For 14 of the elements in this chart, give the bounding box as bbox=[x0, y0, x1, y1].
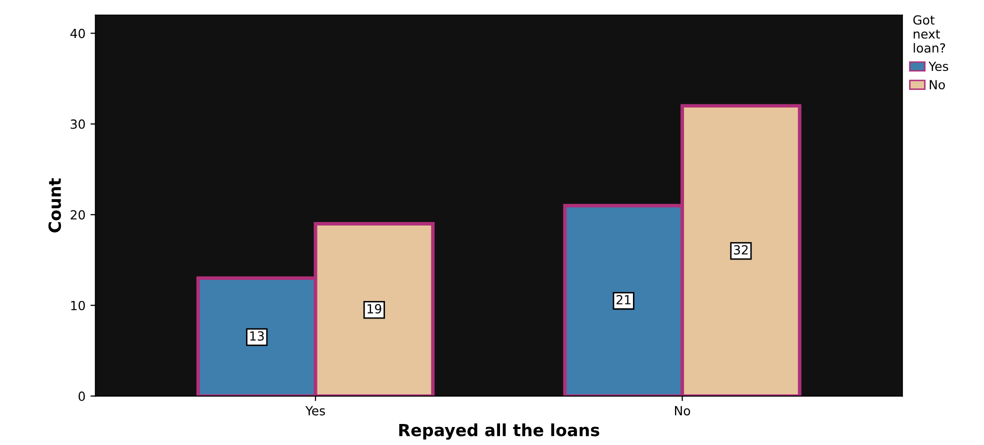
data-label: 19 bbox=[368, 304, 382, 314]
y-tick-label: 40 bbox=[70, 28, 85, 38]
y-tick-label: 0 bbox=[78, 392, 85, 401]
legend-title: Got next loan? bbox=[913, 15, 946, 53]
y-tick-label: 30 bbox=[70, 119, 85, 129]
y-tick-label: 10 bbox=[71, 300, 85, 310]
legend-label: No bbox=[930, 80, 945, 90]
data-label: 32 bbox=[734, 245, 748, 255]
x-axis-title: Repayed all the loans bbox=[399, 423, 600, 440]
legend-label: Yes bbox=[928, 62, 948, 72]
y-tick-label: 20 bbox=[70, 210, 85, 220]
data-label: 13 bbox=[250, 331, 264, 341]
data-label: 21 bbox=[616, 294, 630, 304]
y-axis-title: Count bbox=[48, 178, 62, 232]
